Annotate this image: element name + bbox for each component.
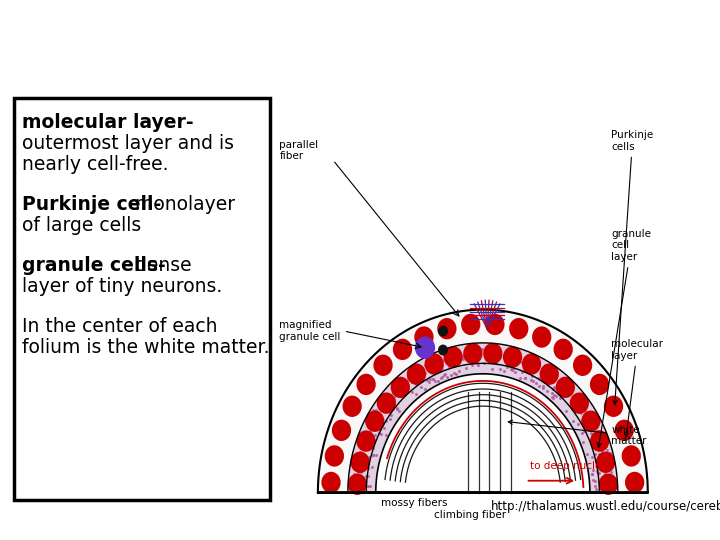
- Circle shape: [604, 396, 623, 417]
- Circle shape: [356, 374, 376, 395]
- Circle shape: [437, 318, 456, 339]
- Text: climbing fiber: climbing fiber: [434, 510, 506, 521]
- Circle shape: [351, 451, 370, 473]
- Circle shape: [414, 326, 433, 348]
- Polygon shape: [318, 309, 648, 492]
- Circle shape: [374, 355, 392, 376]
- Circle shape: [590, 430, 609, 452]
- Text: monolayer: monolayer: [129, 195, 235, 214]
- Circle shape: [438, 326, 447, 336]
- Circle shape: [348, 474, 367, 495]
- Text: of large cells: of large cells: [22, 216, 141, 235]
- Bar: [14, 98, 270, 500]
- Circle shape: [573, 355, 593, 376]
- Text: magnified
granule cell: magnified granule cell: [279, 320, 341, 342]
- Text: molecular
layer: molecular layer: [611, 339, 663, 437]
- Text: granule cells-: granule cells-: [22, 256, 166, 275]
- Text: outermost layer and is: outermost layer and is: [22, 134, 234, 153]
- Circle shape: [365, 410, 384, 432]
- Text: nearly cell-free.: nearly cell-free.: [22, 155, 168, 174]
- Text: In the center of each: In the center of each: [22, 317, 217, 336]
- Text: http://thalamus.wustl.edu/course/cerebell.html: http://thalamus.wustl.edu/course/cerebel…: [491, 500, 720, 513]
- Circle shape: [425, 353, 444, 375]
- Circle shape: [522, 353, 541, 375]
- Polygon shape: [348, 343, 618, 492]
- Circle shape: [438, 345, 447, 355]
- Circle shape: [407, 363, 426, 385]
- Text: to deep nuclei: to deep nuclei: [530, 462, 604, 471]
- Circle shape: [556, 376, 575, 398]
- Circle shape: [615, 420, 634, 441]
- Circle shape: [554, 339, 573, 360]
- Text: folium is the white matter.: folium is the white matter.: [22, 338, 269, 357]
- Circle shape: [599, 474, 618, 495]
- Circle shape: [485, 314, 505, 335]
- Text: white
matter: white matter: [508, 420, 647, 447]
- Text: dense: dense: [129, 256, 192, 275]
- Text: mossy fibers: mossy fibers: [381, 498, 448, 508]
- Circle shape: [356, 430, 376, 452]
- Circle shape: [532, 326, 552, 348]
- Text: granule
cell
layer: granule cell layer: [597, 229, 652, 447]
- Circle shape: [503, 346, 522, 368]
- Circle shape: [625, 472, 644, 493]
- Circle shape: [621, 446, 641, 467]
- Circle shape: [325, 446, 344, 467]
- Circle shape: [332, 420, 351, 441]
- Circle shape: [377, 393, 396, 414]
- Circle shape: [539, 363, 559, 385]
- Polygon shape: [376, 374, 590, 492]
- Circle shape: [570, 393, 589, 414]
- Circle shape: [393, 339, 412, 360]
- Text: parallel
fiber: parallel fiber: [279, 140, 318, 161]
- Circle shape: [463, 343, 482, 364]
- Text: Purkinje cell-: Purkinje cell-: [22, 195, 161, 214]
- Circle shape: [483, 343, 503, 364]
- Circle shape: [444, 346, 463, 368]
- Text: Purkinje
cells: Purkinje cells: [611, 130, 654, 404]
- Circle shape: [590, 374, 609, 395]
- Circle shape: [343, 396, 362, 417]
- Circle shape: [321, 472, 341, 493]
- Circle shape: [596, 451, 615, 473]
- Circle shape: [461, 314, 480, 335]
- Circle shape: [509, 318, 528, 339]
- Text: layer of tiny neurons.: layer of tiny neurons.: [22, 277, 222, 296]
- Circle shape: [391, 376, 410, 398]
- Circle shape: [415, 337, 434, 358]
- Circle shape: [581, 410, 600, 432]
- Text: molecular layer-: molecular layer-: [22, 113, 194, 132]
